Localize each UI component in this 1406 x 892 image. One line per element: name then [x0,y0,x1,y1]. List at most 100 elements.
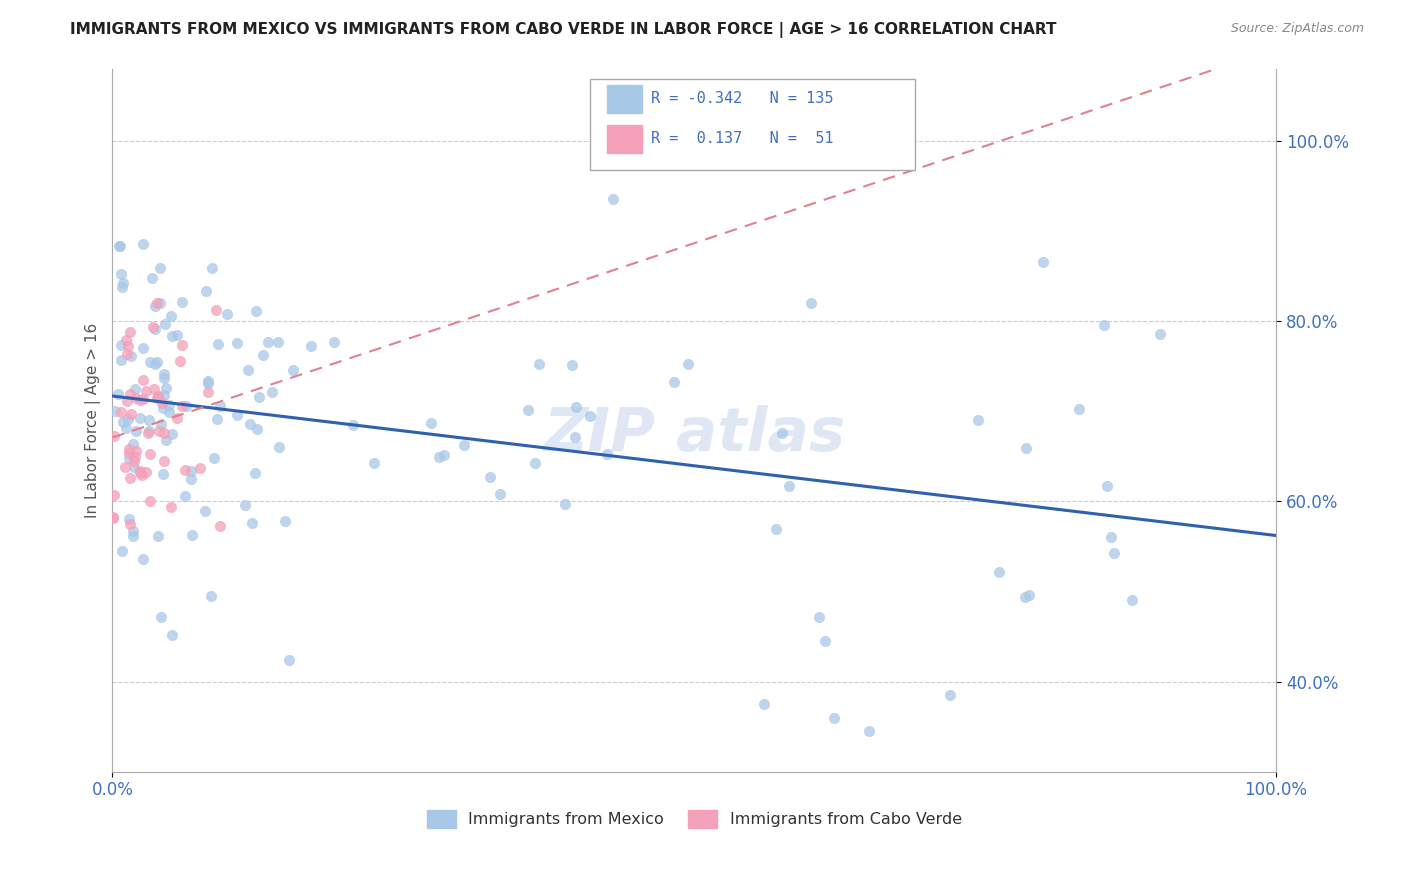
Point [201,261,224,276]
Point [142,320,165,334]
Point [814,634,837,648]
Point [197,374,219,388]
Point [1097,479,1119,493]
Point [132,341,155,355]
Point [252,348,274,362]
Point [122,529,145,543]
Point [1067,402,1090,417]
Point [153,371,176,385]
Point [115,394,138,409]
Point [146,389,169,403]
Point [1099,531,1122,545]
Point [180,472,202,486]
Point [118,446,141,460]
Point [554,497,576,511]
Y-axis label: In Labor Force | Age > 16: In Labor Force | Age > 16 [86,323,101,517]
Point [278,653,301,667]
Point [153,317,176,331]
Point [135,384,157,398]
Point [148,529,170,543]
Point [111,416,134,430]
Point [342,418,364,433]
Point [246,422,269,436]
Point [517,402,540,417]
Point [108,239,131,253]
Point [170,295,193,310]
Point [110,338,132,352]
Point [578,409,600,423]
Point [1149,327,1171,342]
Point [143,299,166,313]
Point [118,516,141,531]
Point [207,337,229,351]
Point [125,424,148,438]
Point [172,338,194,352]
Point [135,465,157,479]
Point [564,430,586,444]
Point [111,279,134,293]
Point [139,447,162,461]
Point [110,544,132,558]
Point [149,417,172,431]
Point [269,440,291,454]
Point [197,376,219,390]
Point [524,456,547,470]
Point [488,487,510,501]
Point [129,393,152,408]
Point [243,466,266,480]
Point [132,373,155,387]
Point [239,417,262,432]
Point [141,271,163,285]
Point [149,261,172,276]
Point [159,500,181,515]
Point [205,411,228,425]
Point [103,488,125,502]
Point [129,411,152,425]
Point [194,284,217,298]
Point [169,353,191,368]
Point [159,310,181,324]
Text: Source: ZipAtlas.com: Source: ZipAtlas.com [1230,22,1364,36]
Point [122,453,145,467]
Point [479,470,502,484]
Point [602,192,624,206]
Point [152,401,174,415]
Point [115,333,138,347]
Point [132,551,155,566]
Point [145,354,167,368]
Point [205,302,228,317]
Point [245,304,267,318]
Point [112,276,135,290]
Point [596,447,619,461]
Point [136,425,159,440]
Point [433,448,456,462]
Point [299,339,322,353]
Point [267,334,290,349]
Point [823,710,845,724]
Point [176,399,198,413]
Point [149,295,172,310]
Point [155,434,177,448]
Point [226,335,249,350]
Point [939,688,962,702]
Point [752,697,775,711]
Point [114,460,136,475]
Point [236,363,259,377]
Point [120,407,142,421]
Point [274,514,297,528]
Point [118,442,141,456]
Point [143,357,166,371]
Point [125,392,148,406]
Point [322,334,344,349]
Point [114,421,136,435]
Point [153,388,176,402]
Point [453,438,475,452]
Point [117,339,139,353]
Point [122,436,145,450]
Point [104,404,127,418]
Point [146,296,169,310]
Point [103,511,125,525]
Point [157,404,180,418]
Point [107,387,129,401]
Point [139,493,162,508]
